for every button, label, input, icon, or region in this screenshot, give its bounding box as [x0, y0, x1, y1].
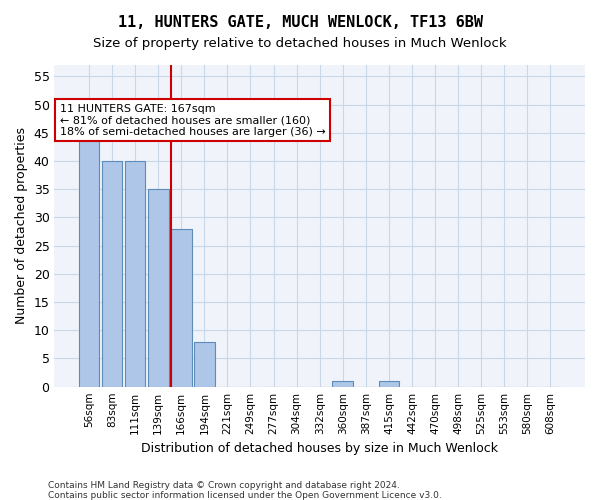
- Bar: [194, 342, 215, 386]
- Bar: [379, 381, 400, 386]
- Bar: [101, 161, 122, 386]
- Text: Contains public sector information licensed under the Open Government Licence v3: Contains public sector information licen…: [48, 491, 442, 500]
- Text: Contains HM Land Registry data © Crown copyright and database right 2024.: Contains HM Land Registry data © Crown c…: [48, 481, 400, 490]
- Bar: [125, 161, 145, 386]
- Text: 11, HUNTERS GATE, MUCH WENLOCK, TF13 6BW: 11, HUNTERS GATE, MUCH WENLOCK, TF13 6BW: [118, 15, 482, 30]
- Bar: [148, 189, 169, 386]
- Bar: [332, 381, 353, 386]
- X-axis label: Distribution of detached houses by size in Much Wenlock: Distribution of detached houses by size …: [141, 442, 498, 455]
- Text: 11 HUNTERS GATE: 167sqm
← 81% of detached houses are smaller (160)
18% of semi-d: 11 HUNTERS GATE: 167sqm ← 81% of detache…: [60, 104, 325, 137]
- Bar: [79, 138, 100, 386]
- Y-axis label: Number of detached properties: Number of detached properties: [15, 128, 28, 324]
- Bar: [171, 228, 191, 386]
- Text: Size of property relative to detached houses in Much Wenlock: Size of property relative to detached ho…: [93, 38, 507, 51]
